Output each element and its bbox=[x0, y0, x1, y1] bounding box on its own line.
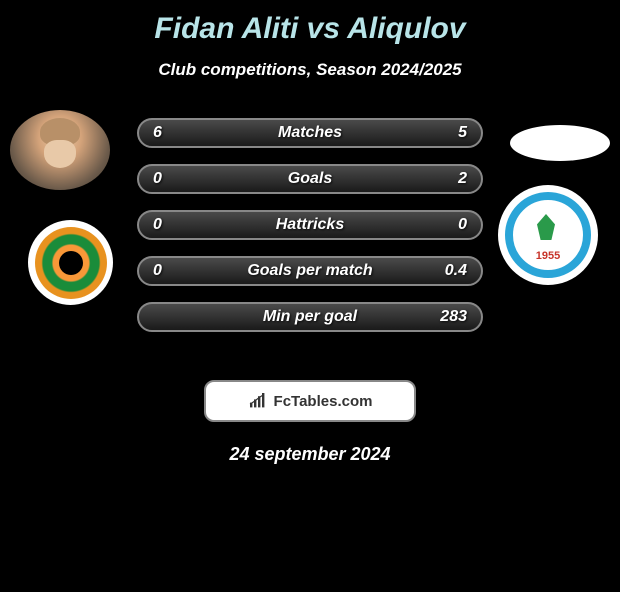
stat-row-hattricks: 0 Hattricks 0 bbox=[137, 210, 483, 240]
player-left-photo bbox=[10, 110, 110, 190]
stat-right-value: 0.4 bbox=[445, 262, 467, 280]
stat-row-goals-per-match: 0 Goals per match 0.4 bbox=[137, 256, 483, 286]
stat-row-goals: 0 Goals 2 bbox=[137, 164, 483, 194]
stats-area: 6 Matches 5 0 Goals 2 0 Hattricks 0 0 Go… bbox=[0, 110, 620, 370]
stat-left-value: 0 bbox=[153, 216, 162, 234]
brand-text: FcTables.com bbox=[274, 393, 373, 410]
stat-left-value: 6 bbox=[153, 124, 162, 142]
club-badge-icon bbox=[35, 227, 107, 299]
stat-label: Min per goal bbox=[263, 308, 357, 326]
brand-badge[interactable]: FcTables.com bbox=[204, 380, 416, 422]
stat-label: Matches bbox=[278, 124, 342, 142]
stat-row-matches: 6 Matches 5 bbox=[137, 118, 483, 148]
stat-label: Goals bbox=[288, 170, 332, 188]
stat-label: Hattricks bbox=[276, 216, 344, 234]
stat-rows: 6 Matches 5 0 Goals 2 0 Hattricks 0 0 Go… bbox=[137, 118, 483, 332]
player-left-club-logo bbox=[28, 220, 113, 305]
stat-label: Goals per match bbox=[247, 262, 372, 280]
stat-left-value: 0 bbox=[153, 170, 162, 188]
page-title: Fidan Aliti vs Aliqulov bbox=[0, 12, 620, 46]
player-right-club-logo bbox=[498, 185, 598, 285]
subtitle: Club competitions, Season 2024/2025 bbox=[0, 60, 620, 80]
date: 24 september 2024 bbox=[0, 444, 620, 465]
stat-right-value: 2 bbox=[458, 170, 467, 188]
stat-right-value: 0 bbox=[458, 216, 467, 234]
club-badge-icon bbox=[505, 192, 591, 278]
player-right-photo-placeholder bbox=[510, 125, 610, 161]
stat-right-value: 5 bbox=[458, 124, 467, 142]
stat-row-min-per-goal: Min per goal 283 bbox=[137, 302, 483, 332]
stat-left-value: 0 bbox=[153, 262, 162, 280]
bar-chart-icon bbox=[248, 393, 268, 409]
stat-right-value: 283 bbox=[440, 308, 467, 326]
